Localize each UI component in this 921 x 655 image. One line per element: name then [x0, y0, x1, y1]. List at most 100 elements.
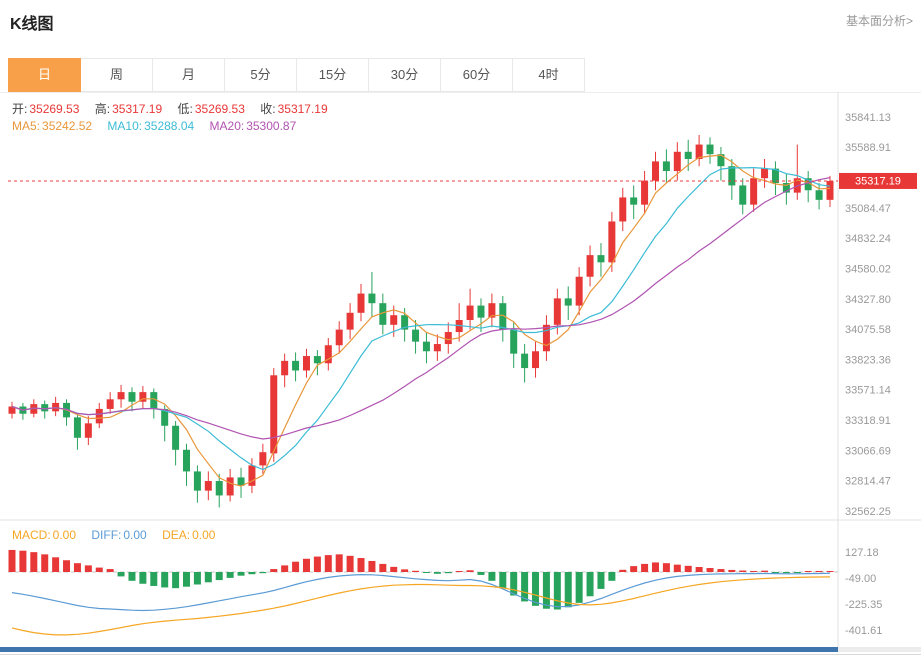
candle-body	[510, 329, 518, 354]
macd-bar	[444, 572, 452, 574]
macd-bar	[52, 557, 60, 572]
macd-bar	[597, 572, 605, 589]
candle-body	[237, 477, 245, 486]
macd-bar	[771, 572, 779, 573]
kline-chart-canvas[interactable]: 35317.19 35841.13 35588.91 35084.47 34832.24…	[0, 92, 921, 654]
macd-bar	[150, 572, 158, 586]
candle-body	[673, 151, 681, 172]
page-title: K线图	[10, 16, 54, 33]
candle-body	[826, 180, 834, 200]
candle-body	[433, 344, 441, 352]
candle-body	[41, 404, 49, 412]
candle-body	[532, 351, 540, 369]
candle-body	[150, 392, 158, 409]
tab-day[interactable]: 日	[8, 58, 81, 92]
macd-bar	[510, 572, 518, 596]
close-value: 35317.19	[277, 102, 328, 116]
candles-group	[8, 134, 834, 508]
macd-bar	[379, 563, 387, 572]
macd-bar	[815, 570, 823, 572]
macd-bar	[739, 570, 747, 572]
candle-body	[466, 305, 474, 321]
macd-bar	[259, 572, 267, 574]
high-label: 高:	[94, 102, 111, 116]
macd-bar	[357, 558, 365, 572]
candle-body	[193, 471, 201, 491]
candle-body	[270, 375, 278, 454]
y-axis-label: 32814.47	[845, 476, 891, 488]
candle-body	[597, 255, 605, 263]
ma20-value: 35300.87	[246, 119, 297, 133]
chart-area[interactable]: 35317.19 35841.13 35588.91 35084.47 34832.24…	[0, 92, 921, 654]
macd-bar	[619, 569, 627, 572]
y-axis-label: 34075.58	[845, 324, 891, 336]
candle-body	[444, 332, 452, 345]
ma20-label: MA20:	[209, 119, 245, 133]
macd-bar	[95, 567, 103, 572]
chart-scrollbar-thumb[interactable]	[0, 647, 838, 652]
candle-body	[499, 303, 507, 330]
candle-body	[651, 161, 659, 181]
candle-body	[564, 298, 572, 306]
macd-bar	[630, 566, 638, 572]
macd-bar	[761, 570, 769, 572]
candle-body	[313, 356, 321, 364]
y-axis-label: 33571.14	[845, 385, 891, 397]
candle-body	[586, 255, 594, 277]
macd-bar	[215, 572, 223, 581]
macd-bar	[313, 556, 321, 572]
macd-bar	[750, 570, 758, 572]
candle-body	[553, 298, 561, 325]
y-axis-label: 34327.80	[845, 294, 891, 306]
macd-bar	[172, 572, 180, 589]
candle-body	[477, 305, 485, 318]
ma10-value: 35288.04	[144, 119, 195, 133]
candle-body	[117, 392, 125, 400]
y-axis-label: 34580.02	[845, 263, 891, 275]
high-value: 35317.19	[112, 102, 163, 116]
tab-week[interactable]: 周	[81, 58, 153, 92]
candle-body	[619, 197, 627, 222]
macd-bar	[804, 571, 812, 572]
candle-body	[292, 360, 300, 371]
candle-body	[804, 178, 812, 191]
diff-label: DIFF:	[91, 528, 122, 542]
macd-bar	[401, 569, 409, 572]
tab-month[interactable]: 月	[153, 58, 225, 92]
macd-bar	[292, 561, 300, 572]
tab-5min[interactable]: 5分	[225, 58, 297, 92]
tab-60min[interactable]: 60分	[441, 58, 513, 92]
candle-body	[761, 168, 769, 179]
chart-scrollbar-track[interactable]	[0, 647, 921, 652]
macd-bar	[270, 569, 278, 572]
candle-body	[335, 329, 343, 346]
tabbar-divider	[0, 92, 921, 93]
candle-body	[215, 481, 223, 496]
macd-bar	[117, 572, 125, 577]
macd-bar	[521, 572, 529, 602]
candle-body	[106, 399, 114, 409]
macd-bar	[455, 571, 463, 572]
macd-bar	[281, 565, 289, 572]
macd-histogram	[8, 549, 834, 610]
ma20-line	[11, 177, 831, 440]
candle-body	[346, 312, 354, 330]
macd-bar	[128, 572, 136, 581]
y-axis-label: 33066.69	[845, 445, 891, 457]
candle-body	[368, 293, 376, 304]
macd-bar	[641, 563, 649, 572]
fundamental-analysis-link[interactable]: 基本面分析>	[845, 14, 913, 28]
tab-15min[interactable]: 15分	[297, 58, 369, 92]
candle-body	[630, 197, 638, 205]
candle-body	[488, 303, 496, 318]
candle-body	[684, 151, 692, 159]
macd-bar	[717, 569, 725, 572]
close-label: 收:	[260, 102, 276, 116]
candle-body	[695, 144, 703, 159]
tab-30min[interactable]: 30分	[369, 58, 441, 92]
macd-bar	[499, 572, 507, 589]
macd-bar	[368, 560, 376, 572]
tab-4hour[interactable]: 4时	[513, 58, 585, 92]
macd-bar	[106, 569, 114, 572]
candle-body	[782, 183, 790, 193]
